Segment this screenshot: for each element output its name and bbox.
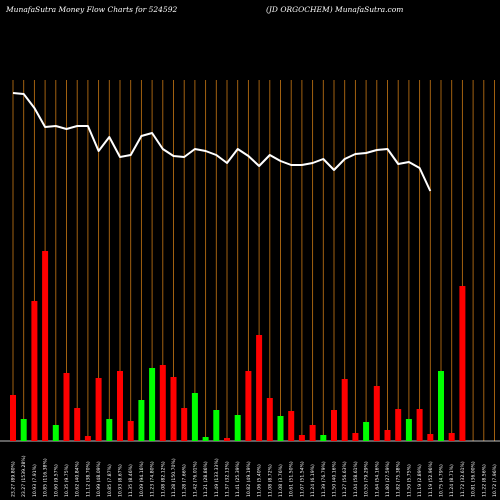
money-flow-bar [438, 371, 444, 441]
vertical-gridlines [12, 80, 495, 441]
money-flow-bar [127, 421, 134, 441]
money-flow-bar [159, 365, 166, 441]
x-tick-label: 11.64 (54.16%) [374, 461, 380, 497]
money-flow-bar [234, 415, 241, 441]
x-tick-label: 23.27 (89.80%) [11, 461, 17, 497]
money-flow-bar [149, 368, 156, 441]
money-flow-bar [202, 437, 209, 441]
x-tick-label: 11.42 (76.01%) [192, 461, 198, 497]
x-tick-label: 11.19 (2.89%) [417, 464, 423, 497]
x-tick-label: 10.72 (7.96%) [492, 464, 498, 497]
x-tick-label: 10.85 (116.38%) [43, 458, 49, 497]
x-tick-label: 23.27 (1539.28%) [21, 455, 27, 497]
money-flow-bar [384, 430, 391, 441]
x-tick-label: 10.93 (7.91%) [32, 464, 38, 497]
money-flow-bar [31, 301, 38, 441]
x-tick-label: 11.24 (6.19%) [310, 464, 316, 497]
x-tick-label: 10.61 (51.50%) [289, 461, 295, 497]
chart-subtitle: (JD ORGOCHEM) MunafaSutra.com [266, 5, 404, 14]
money-flow-bar [10, 395, 16, 441]
money-flow-bar [266, 398, 273, 441]
money-flow-bar [363, 422, 370, 441]
x-tick-label: 11.07 (51.54%) [299, 461, 305, 497]
money-flow-bar [427, 434, 434, 441]
x-tick-label: 10.55 (79.29%) [364, 461, 370, 497]
x-tick-label: 11.41 (25.39%) [235, 461, 241, 497]
money-flow-bar [245, 371, 252, 441]
x-tick-label: 10.99 (48.09%) [96, 461, 102, 497]
x-tick-label: 10.09 (94.16%) [139, 461, 145, 497]
money-flow-bar [320, 435, 327, 441]
x-tick-label: 11.24 (8.71%) [449, 464, 455, 497]
x-tick-label: 11.39 (76.79%) [321, 461, 327, 497]
x-tick-label: 11.06 (5.40%) [257, 464, 263, 497]
x-tick-label: 11.35 (8.46%) [128, 464, 134, 497]
money-flow-bar [373, 386, 380, 441]
x-tick-label: 11.28 (7.66%) [182, 464, 188, 497]
x-tick-label: 11.08 (8.72%) [267, 464, 273, 497]
x-tick-label: 10.75 (4.79%) [439, 464, 445, 497]
money-flow-bar [459, 286, 466, 441]
money-flow-bar [288, 411, 295, 441]
x-tick-label: 10.93 (8.67%) [118, 464, 124, 497]
x-tick-label: 11.49 (133.33%) [214, 458, 220, 497]
money-flow-bar [352, 433, 359, 441]
money-flow-bar [341, 379, 348, 441]
x-tick-label: 11.37 (32.13%) [225, 461, 231, 497]
money-flow-bar [42, 251, 49, 441]
money-flow-bar [138, 400, 145, 441]
price-line [12, 92, 432, 192]
money-flow-bars [10, 251, 466, 441]
money-flow-bar [309, 425, 316, 441]
x-tick-label: 10.81 (36.00%) [471, 461, 477, 497]
money-flow-bar [213, 410, 220, 441]
money-flow-bar [277, 416, 284, 441]
x-tick-label: 10.60 (9.57%) [53, 464, 59, 497]
money-flow-bar [52, 425, 59, 441]
x-tick-label: 11.72 (32.61%) [460, 461, 466, 497]
money-flow-bar [106, 419, 113, 441]
x-tick-label: 11.23 (74.80%) [150, 461, 156, 497]
money-flow-bar [448, 433, 455, 441]
money-flow-bar [20, 419, 27, 441]
x-tick-label: 11.82 (75.38%) [396, 461, 402, 497]
x-tick-label: 11.08 (3.76%) [278, 464, 284, 497]
x-tick-label: 11.50 (5.75%) [406, 464, 412, 497]
x-tick-label: 10.85 (7.87%) [107, 464, 113, 497]
money-flow-bar [405, 419, 412, 441]
chart-title: MunafaSutra Money Flow Charts for 524592 [6, 5, 178, 14]
money-flow-bar [84, 436, 91, 441]
money-flow-bar [395, 409, 402, 441]
x-tick-label: 11.22 (8.56%) [481, 464, 487, 497]
money-flow-bar [63, 373, 70, 441]
money-flow-bar [331, 410, 337, 441]
x-tick-labels: 23.27 (89.80%) 23.27 (1539.28%) 10.93 (7.9… [11, 455, 499, 497]
money-flow-bar [416, 409, 423, 441]
money-flow-bar [74, 408, 81, 441]
money-flow-bar [224, 438, 230, 441]
x-tick-label: 11.21 (28.86%) [203, 461, 209, 497]
money-flow-bar [170, 377, 177, 441]
money-flow-bar [298, 435, 305, 441]
x-tick-label: 11.50 (40.16%) [332, 461, 338, 497]
money-flow-bar [181, 408, 188, 441]
x-tick-label: 11.19 (52.96%) [428, 461, 434, 497]
money-flow-bar [117, 371, 123, 441]
money-flow-bar [256, 335, 263, 441]
x-tick-label: 11.04 (58.61%) [353, 461, 359, 497]
x-tick-label: 10.35 (9.75%) [64, 464, 70, 497]
x-tick-label: 10.82 (49.19%) [246, 461, 252, 497]
x-tick-label: 10.62 (40.84%) [75, 461, 81, 497]
x-tick-label: 11.28 (150.70%) [171, 458, 177, 497]
x-tick-label: 11.08 (82.12%) [160, 461, 166, 497]
x-tick-label: 11.80 (27.59%) [385, 461, 391, 497]
money-flow-bar [95, 378, 102, 441]
money-flow-bar [191, 393, 198, 441]
x-tick-label: 11.12 (38.70%) [85, 461, 91, 497]
x-tick-label: 11.27 (56.63%) [342, 461, 348, 497]
